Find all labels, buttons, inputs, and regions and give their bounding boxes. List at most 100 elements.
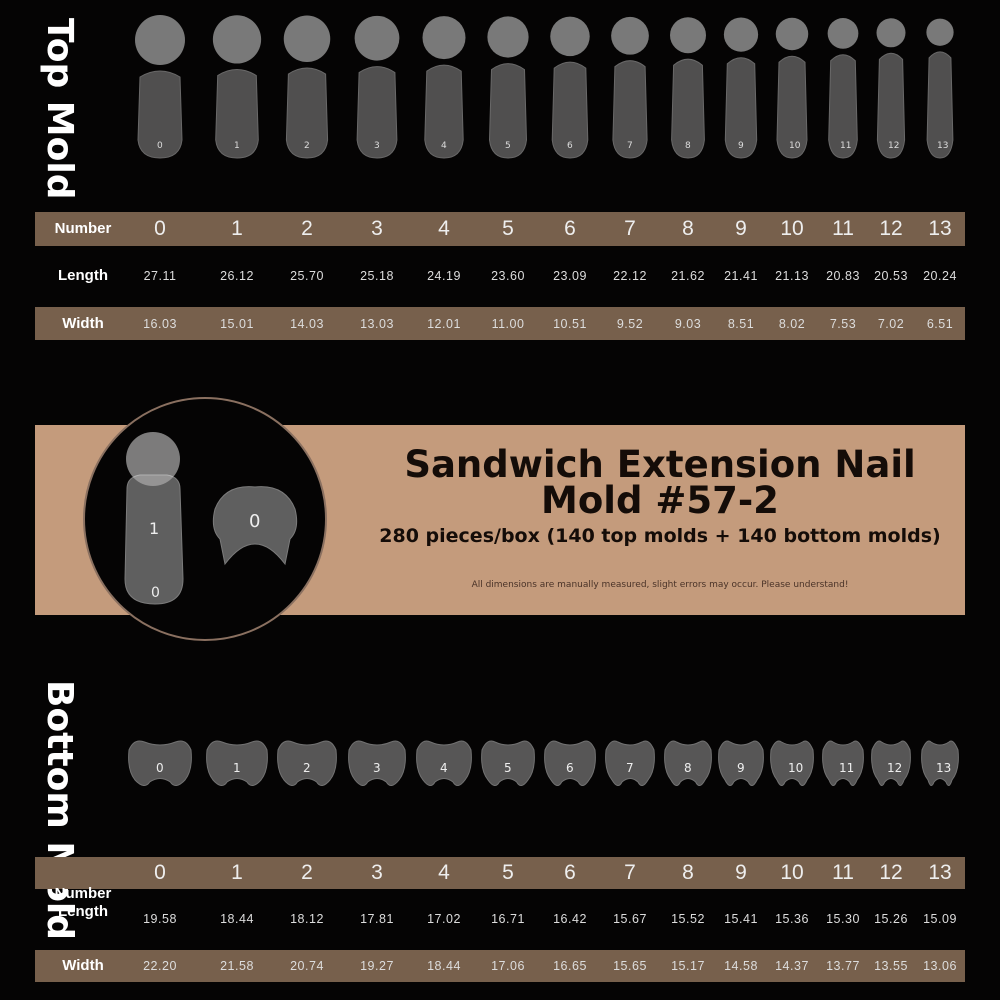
bottom-mold-13: 13 bbox=[921, 740, 959, 786]
top-length-cell: 23.09 bbox=[553, 269, 587, 283]
bottom-length-cell: 17.02 bbox=[427, 912, 461, 926]
bottom-width-cell: 15.65 bbox=[613, 959, 647, 973]
top-number-cell: 6 bbox=[564, 217, 576, 240]
top-mold-7: 7 bbox=[611, 16, 649, 159]
bottom-length-cell: 19.58 bbox=[143, 912, 177, 926]
bottom-width-cell: 14.37 bbox=[775, 959, 809, 973]
top-mold-11: 11 bbox=[827, 18, 859, 159]
bottom-width-cell: 13.77 bbox=[826, 959, 860, 973]
top-length-cell: 21.41 bbox=[724, 269, 758, 283]
svg-text:12: 12 bbox=[887, 761, 902, 775]
disclaimer: All dimensions are manually measured, sl… bbox=[471, 580, 849, 590]
mold-preview-icon: 1 0 0 bbox=[124, 432, 298, 605]
top-mold-4: 4 bbox=[422, 16, 466, 159]
bottom-length-cell: 15.52 bbox=[671, 912, 705, 926]
top-width-cell: 7.02 bbox=[877, 316, 905, 331]
top-mold-images: 0 1 2 3 4 5 6 7 8 9 10 11 12 13 bbox=[135, 15, 954, 159]
product-title-line2: Mold #57-2 bbox=[541, 479, 779, 522]
top-number-cell: 12 bbox=[879, 217, 903, 240]
bottom-length-cell: 17.81 bbox=[360, 912, 394, 926]
svg-text:11: 11 bbox=[839, 761, 854, 775]
svg-text:8: 8 bbox=[684, 761, 692, 775]
bottom-length-cell: 15.26 bbox=[874, 912, 908, 926]
top-width-cell: 8.02 bbox=[778, 316, 806, 331]
top-width-cell: 10.51 bbox=[553, 316, 587, 331]
top-width-cell: 9.52 bbox=[616, 316, 644, 331]
bottom-mold-7: 7 bbox=[605, 740, 655, 786]
top-number-cell: 5 bbox=[502, 217, 514, 240]
bottom-mold-5: 5 bbox=[481, 740, 535, 786]
bottom-mold-3: 3 bbox=[348, 740, 406, 786]
top-mold-2: 2 bbox=[283, 15, 331, 159]
bottom-mold-title: Bottom Mold bbox=[39, 680, 81, 941]
bottom-length-label: Length bbox=[58, 903, 108, 920]
bottom-length-cell: 15.36 bbox=[775, 912, 809, 926]
top-mold-title: Top Mold bbox=[39, 18, 81, 200]
bottom-width-cell: 17.06 bbox=[491, 959, 525, 973]
bottom-length-cell: 18.44 bbox=[220, 912, 254, 926]
top-number-cell: 7 bbox=[624, 217, 636, 240]
top-length-cell: 25.70 bbox=[290, 269, 324, 283]
top-mold-8: 8 bbox=[670, 17, 706, 159]
svg-text:6: 6 bbox=[567, 141, 573, 151]
bottom-mold-1: 1 bbox=[206, 740, 268, 786]
top-length-cell: 25.18 bbox=[360, 269, 394, 283]
top-width-cell: 14.03 bbox=[290, 316, 324, 331]
bottom-number-cell: 6 bbox=[564, 861, 576, 884]
bottom-length-cell: 15.41 bbox=[724, 912, 758, 926]
top-number-cell: 4 bbox=[438, 217, 450, 240]
top-mold-10: 10 bbox=[775, 17, 809, 159]
svg-text:1: 1 bbox=[234, 141, 240, 151]
bottom-length-cell: 15.67 bbox=[613, 912, 647, 926]
top-length-cell: 21.13 bbox=[775, 269, 809, 283]
svg-text:4: 4 bbox=[440, 761, 448, 775]
product-preview-circle: 1 0 0 bbox=[83, 397, 327, 641]
bottom-mold-2: 2 bbox=[277, 740, 337, 786]
bottom-width-cell: 13.55 bbox=[874, 959, 908, 973]
top-width-row: Width 16.03 15.01 14.03 13.03 12.01 11.00 10.5… bbox=[35, 307, 965, 340]
top-number-cell: 3 bbox=[371, 217, 383, 240]
bottom-mold-6: 6 bbox=[544, 740, 596, 786]
svg-text:9: 9 bbox=[738, 141, 744, 151]
svg-text:10: 10 bbox=[788, 761, 803, 775]
svg-text:0: 0 bbox=[157, 141, 163, 151]
top-number-cell: 9 bbox=[735, 217, 747, 240]
svg-text:10: 10 bbox=[789, 141, 801, 151]
top-width-label: Width bbox=[62, 315, 104, 332]
svg-text:6: 6 bbox=[566, 761, 574, 775]
top-length-cell: 22.12 bbox=[613, 269, 647, 283]
top-number-row: Number 0 1 2 3 4 5 6 7 8 9 10 11 12 13 bbox=[35, 212, 965, 246]
svg-text:3: 3 bbox=[374, 141, 380, 151]
svg-text:7: 7 bbox=[627, 141, 633, 151]
bottom-number-cell: 3 bbox=[371, 861, 383, 884]
top-width-cell: 7.53 bbox=[829, 316, 857, 331]
top-number-cell: 2 bbox=[301, 217, 313, 240]
top-mold-0: 0 bbox=[135, 15, 185, 159]
bottom-width-cell: 19.27 bbox=[360, 959, 394, 973]
top-mold-9: 9 bbox=[723, 17, 759, 159]
bottom-number-cell: 8 bbox=[682, 861, 694, 884]
svg-text:0: 0 bbox=[249, 511, 260, 532]
svg-text:4: 4 bbox=[441, 141, 447, 151]
svg-text:0: 0 bbox=[151, 585, 160, 601]
top-mold-6: 6 bbox=[550, 16, 590, 159]
svg-text:1: 1 bbox=[233, 761, 241, 775]
top-number-cell: 0 bbox=[154, 217, 166, 240]
svg-text:3: 3 bbox=[373, 761, 381, 775]
bottom-length-row: Number Length 19.58 18.44 18.12 17.81 17.02 1… bbox=[35, 885, 965, 949]
bottom-number-cell: 10 bbox=[780, 861, 804, 884]
bottom-mold-images: 0 1 2 3 4 5 6 7 8 9 10 11 12 13 bbox=[128, 740, 959, 786]
svg-text:13: 13 bbox=[936, 761, 951, 775]
bottom-number-label: Number bbox=[54, 885, 112, 902]
bottom-width-cell: 15.17 bbox=[671, 959, 705, 973]
bottom-mold-4: 4 bbox=[416, 740, 472, 786]
top-width-cell: 15.01 bbox=[220, 316, 254, 331]
top-length-cell: 20.83 bbox=[826, 269, 860, 283]
bottom-length-cell: 16.42 bbox=[553, 912, 587, 926]
svg-text:8: 8 bbox=[685, 141, 691, 151]
bottom-number-cell: 11 bbox=[832, 861, 854, 884]
bottom-width-cell: 14.58 bbox=[724, 959, 758, 973]
top-length-cell: 23.60 bbox=[491, 269, 525, 283]
top-number-cell: 11 bbox=[832, 217, 854, 240]
bottom-length-cell: 16.71 bbox=[491, 912, 525, 926]
